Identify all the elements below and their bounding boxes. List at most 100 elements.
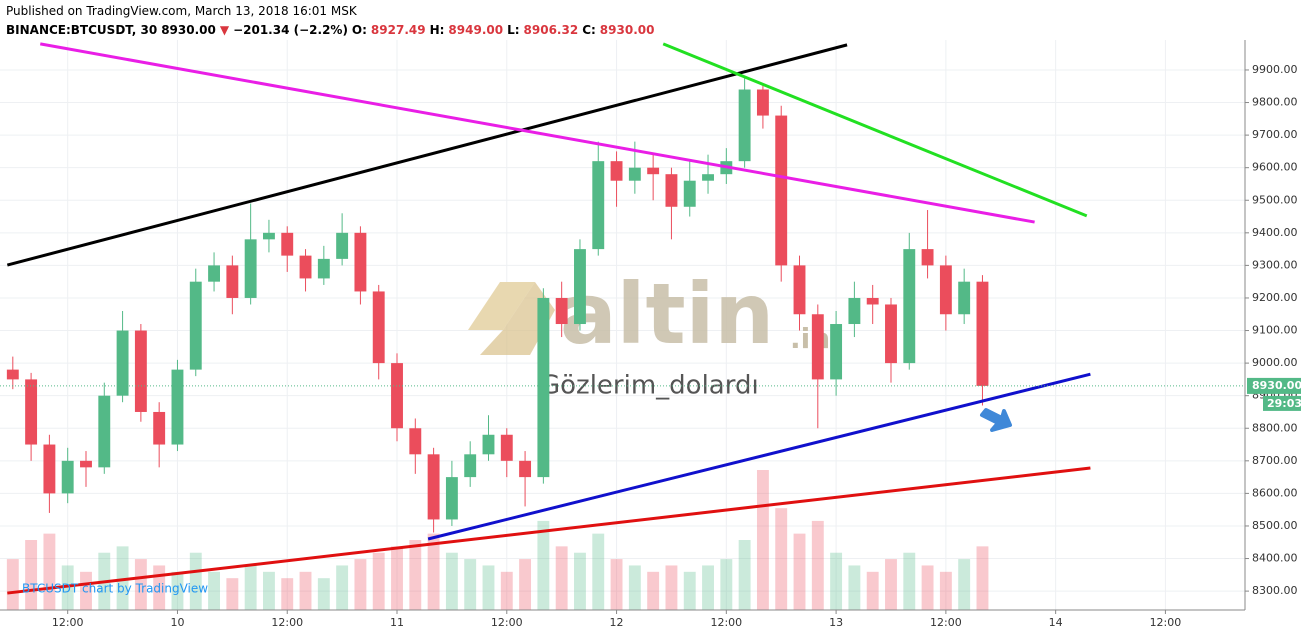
volume-bar	[427, 533, 440, 610]
volume-bar	[866, 571, 879, 610]
legend-item: 8949.00	[448, 23, 504, 37]
volume-bar	[153, 565, 166, 610]
legend-item: −201.34 (−2.2%)	[233, 23, 348, 37]
candle-body	[592, 161, 605, 250]
x-tick-label: 11	[390, 616, 404, 629]
y-tick-label: 8300.00	[1252, 584, 1298, 597]
volume-bar	[80, 571, 92, 610]
x-tick-label: 13	[829, 616, 843, 629]
y-tick-label: 8400.00	[1252, 552, 1298, 565]
volume-bar	[336, 565, 349, 610]
volume-bar	[848, 565, 861, 610]
candle-body	[848, 297, 861, 325]
candle-body	[958, 281, 971, 315]
candle-body	[262, 232, 275, 240]
credit: BTCUSDT chart by TradingView	[22, 582, 208, 596]
candle-body	[555, 297, 568, 325]
volume-bar	[628, 565, 641, 610]
candle-body	[811, 314, 824, 380]
candle-body	[702, 174, 714, 181]
trend-line	[7, 466, 1091, 595]
logo-shape	[468, 282, 535, 330]
candle-body	[189, 281, 202, 370]
arrow	[980, 408, 1012, 432]
candle-body	[80, 460, 92, 468]
volume-bar	[43, 533, 56, 610]
y-tick-label: 9200.00	[1252, 291, 1298, 304]
chart: altin .in Gözlerim_dolardı BTCUSDT chart…	[0, 40, 1302, 629]
candle-body	[134, 330, 147, 412]
logo-shape	[480, 282, 555, 355]
candle-body	[537, 297, 550, 478]
volume-bar	[391, 546, 403, 610]
y-tick-label: 9500.00	[1252, 193, 1298, 206]
legend-item: 8927.49	[370, 23, 426, 37]
volume-bar	[134, 559, 147, 610]
candle-body	[574, 249, 586, 325]
candle-body	[885, 304, 897, 364]
legend-item: 8906.32	[523, 23, 579, 37]
volume-bar	[683, 571, 696, 610]
volume-bar	[372, 552, 385, 610]
volume-bar	[299, 571, 312, 610]
candle-body	[665, 174, 678, 207]
candle-body	[281, 232, 294, 256]
candle-body	[372, 291, 385, 364]
volume-bar	[665, 565, 678, 610]
y-tick-label: 9800.00	[1252, 96, 1298, 109]
volume-bar	[189, 552, 202, 610]
volume-bar	[885, 559, 897, 610]
candle-body	[354, 232, 367, 292]
y-tick-label: 9000.00	[1252, 356, 1298, 369]
candle-body	[903, 249, 916, 364]
volume-bar	[647, 571, 660, 610]
candle-body	[756, 89, 769, 116]
volume-bar	[244, 565, 257, 610]
legend-item: C:	[582, 23, 596, 37]
volume-bar	[262, 571, 275, 610]
x-tick-label: 12:00	[1150, 616, 1182, 629]
volume-bar	[317, 578, 330, 610]
candle-body	[61, 460, 74, 494]
volume-bar	[958, 559, 971, 610]
candle-body	[939, 265, 952, 315]
countdown-label: 29:03	[1267, 397, 1302, 410]
legend-item: ▼	[219, 23, 230, 37]
x-tick-label: 12:00	[491, 616, 523, 629]
volume-bar	[354, 559, 367, 610]
symbol-legend: BINANCE:BTCUSDT, 30 8930.00 ▼ −201.34 (−2.2…	[6, 21, 658, 40]
candle-body	[830, 324, 843, 380]
volume-bar	[537, 520, 550, 610]
volume-bar	[756, 470, 769, 610]
candle-body	[976, 281, 989, 386]
candle-body	[208, 265, 221, 282]
y-tick-label: 9100.00	[1252, 324, 1298, 337]
trend-line	[662, 42, 1088, 218]
candle-body	[464, 454, 477, 478]
brand: altin	[560, 265, 774, 363]
watermark: altin .in Gözlerim_dolardı	[468, 265, 830, 401]
volume-bar	[939, 571, 952, 610]
candle-body	[738, 89, 751, 162]
volume-bar	[25, 540, 38, 610]
candle-body	[683, 180, 696, 207]
candle-body	[793, 265, 806, 315]
volume-bar	[793, 533, 806, 610]
legend-item: 8930.00	[599, 23, 655, 37]
candle-body	[317, 258, 330, 279]
trend-line	[6, 43, 848, 267]
countdown-box	[1263, 395, 1301, 411]
candle-body	[98, 395, 111, 468]
y-tick-label: 8500.00	[1252, 519, 1298, 532]
y-tick-label: 9900.00	[1252, 63, 1298, 76]
candle-body	[25, 379, 38, 445]
candle-body	[116, 330, 129, 396]
candle-body	[6, 369, 19, 380]
x-tick-label: 10	[170, 616, 184, 629]
volume-bar	[500, 571, 513, 610]
candle-body	[391, 363, 403, 429]
candle-body	[628, 167, 641, 181]
candle-body	[500, 434, 513, 461]
volume-bar	[281, 578, 294, 610]
volume-bar	[171, 571, 184, 610]
